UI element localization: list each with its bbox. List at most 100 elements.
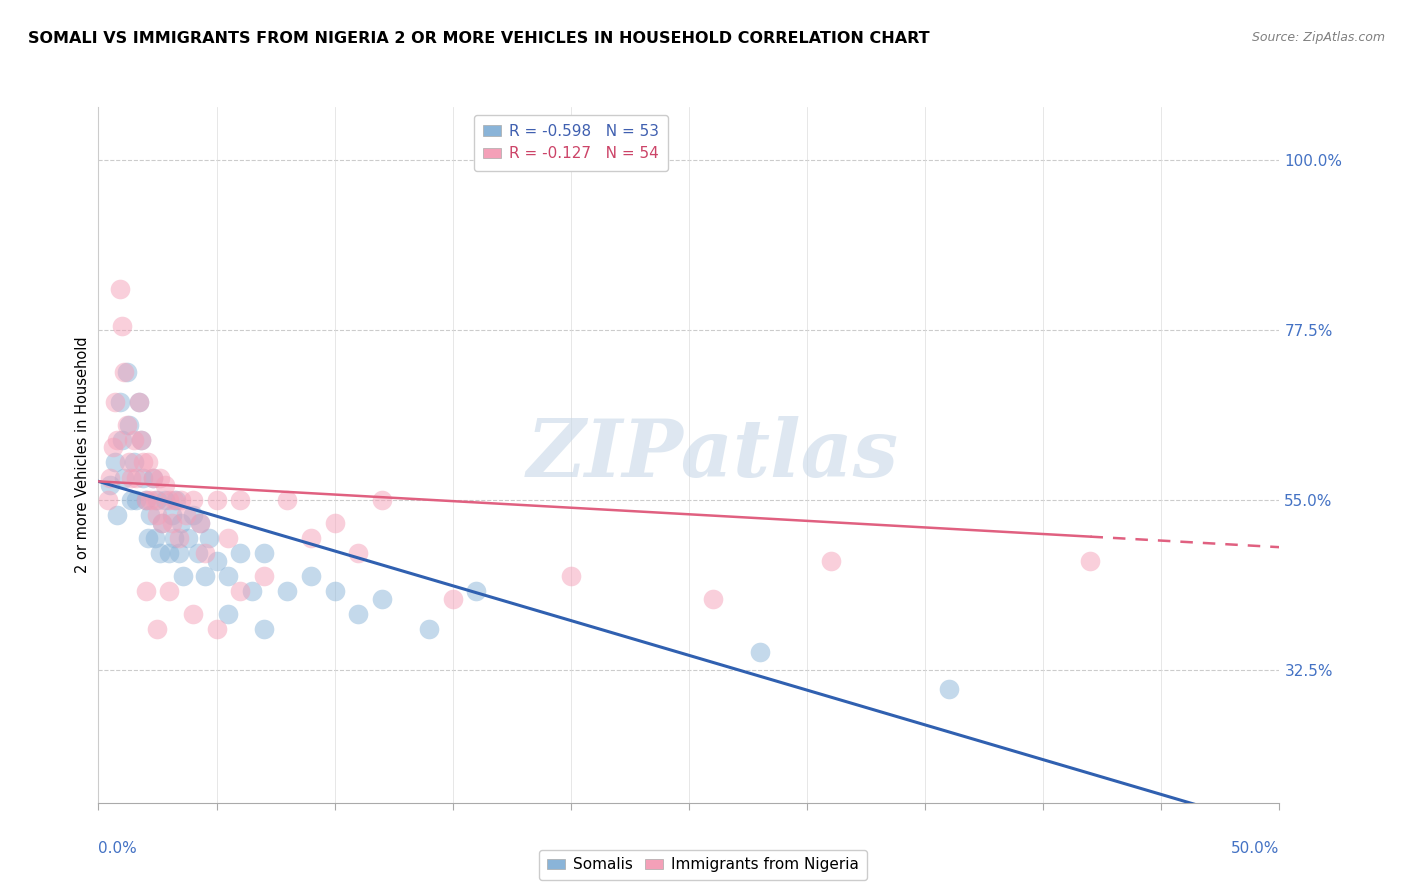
- Point: [132, 470, 155, 484]
- Point: [146, 493, 169, 508]
- Point: [136, 455, 159, 469]
- Point: [157, 493, 180, 508]
- Point: [108, 395, 131, 409]
- Point: [98, 470, 121, 484]
- Point: [139, 508, 162, 523]
- Point: [163, 493, 186, 508]
- Legend: Somalis, Immigrants from Nigeria: Somalis, Immigrants from Nigeria: [540, 849, 866, 880]
- Point: [229, 584, 252, 599]
- Text: Source: ZipAtlas.com: Source: ZipAtlas.com: [1251, 31, 1385, 45]
- Point: [143, 531, 166, 545]
- Point: [121, 493, 143, 508]
- Point: [187, 546, 209, 560]
- Point: [465, 584, 488, 599]
- Point: [135, 584, 157, 599]
- Point: [371, 493, 394, 508]
- Point: [702, 591, 724, 606]
- Point: [115, 365, 138, 379]
- Point: [108, 281, 131, 295]
- Point: [323, 584, 346, 599]
- Text: 50.0%: 50.0%: [1232, 841, 1279, 856]
- Point: [299, 569, 322, 583]
- Point: [194, 569, 217, 583]
- Point: [194, 546, 217, 560]
- Point: [205, 622, 228, 636]
- Point: [748, 644, 770, 658]
- Legend: R = -0.598   N = 53, R = -0.127   N = 54: R = -0.598 N = 53, R = -0.127 N = 54: [474, 115, 668, 170]
- Point: [149, 546, 172, 560]
- Point: [205, 493, 228, 508]
- Point: [111, 319, 134, 334]
- Point: [938, 682, 960, 697]
- Point: [198, 531, 221, 545]
- Point: [167, 546, 190, 560]
- Point: [135, 493, 157, 508]
- Point: [129, 433, 152, 447]
- Point: [149, 470, 172, 484]
- Point: [172, 569, 194, 583]
- Point: [188, 516, 211, 530]
- Point: [217, 569, 239, 583]
- Point: [253, 546, 276, 560]
- Point: [146, 508, 169, 523]
- Point: [323, 516, 346, 530]
- Point: [143, 493, 166, 508]
- Point: [163, 531, 186, 545]
- Point: [125, 470, 148, 484]
- Text: SOMALI VS IMMIGRANTS FROM NIGERIA 2 OR MORE VEHICLES IN HOUSEHOLD CORRELATION CH: SOMALI VS IMMIGRANTS FROM NIGERIA 2 OR M…: [28, 31, 929, 46]
- Point: [98, 478, 121, 492]
- Point: [205, 554, 228, 568]
- Text: 0.0%: 0.0%: [98, 841, 138, 856]
- Y-axis label: 2 or more Vehicles in Household: 2 or more Vehicles in Household: [75, 336, 90, 574]
- Point: [174, 508, 197, 523]
- Point: [347, 546, 370, 560]
- Point: [104, 455, 127, 469]
- Point: [118, 455, 141, 469]
- Point: [111, 433, 134, 447]
- Point: [181, 607, 204, 621]
- Point: [146, 622, 169, 636]
- Point: [441, 591, 464, 606]
- Point: [371, 591, 394, 606]
- Point: [217, 531, 239, 545]
- Point: [112, 470, 135, 484]
- Point: [150, 516, 173, 530]
- Point: [153, 493, 176, 508]
- Point: [160, 508, 183, 523]
- Point: [165, 493, 187, 508]
- Point: [105, 433, 128, 447]
- Point: [1174, 811, 1197, 825]
- Point: [112, 365, 135, 379]
- Point: [820, 554, 842, 568]
- Point: [347, 607, 370, 621]
- Point: [229, 546, 252, 560]
- Point: [153, 478, 176, 492]
- Point: [128, 395, 150, 409]
- Point: [157, 584, 180, 599]
- Point: [157, 546, 180, 560]
- Point: [253, 569, 276, 583]
- Point: [122, 433, 145, 447]
- Point: [240, 584, 263, 599]
- Point: [105, 508, 128, 523]
- Point: [118, 417, 141, 432]
- Point: [229, 493, 252, 508]
- Point: [115, 417, 138, 432]
- Point: [121, 470, 143, 484]
- Point: [136, 531, 159, 545]
- Point: [170, 493, 193, 508]
- Point: [104, 395, 127, 409]
- Point: [253, 622, 276, 636]
- Point: [122, 455, 145, 469]
- Point: [181, 493, 204, 508]
- Point: [142, 470, 165, 484]
- Point: [170, 516, 193, 530]
- Point: [276, 493, 298, 508]
- Point: [217, 607, 239, 621]
- Text: ZIPatlas: ZIPatlas: [526, 417, 898, 493]
- Point: [276, 584, 298, 599]
- Point: [128, 395, 150, 409]
- Point: [97, 493, 120, 508]
- Point: [135, 493, 157, 508]
- Point: [560, 569, 582, 583]
